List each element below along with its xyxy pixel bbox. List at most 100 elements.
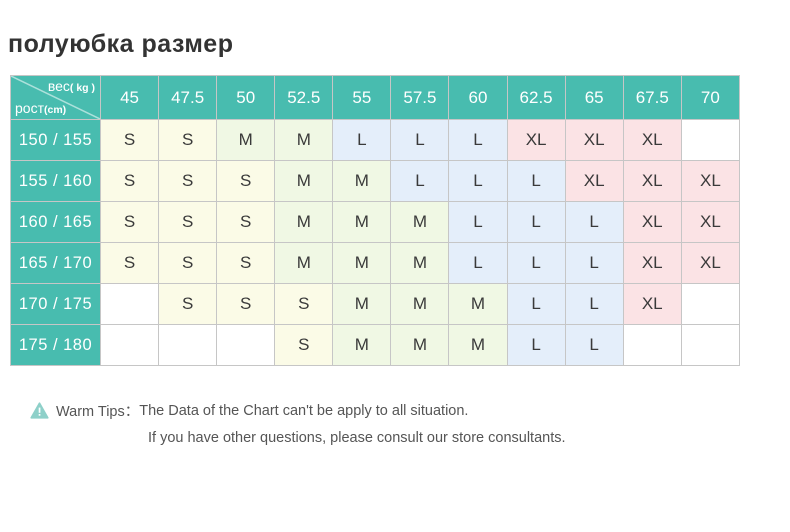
size-cell-empty (99, 324, 160, 366)
page-title: полуюбка размер (8, 30, 234, 58)
size-cell-xl: XL (506, 119, 566, 161)
size-cell-m: M (274, 119, 334, 161)
size-cell-xl: XL (680, 242, 741, 284)
warning-triangle-icon (30, 402, 49, 419)
size-cell-m: M (274, 160, 334, 202)
warm-tips: Warm Tips： The Data of the Chart can't b… (30, 400, 566, 446)
size-cell-xl: XL (622, 242, 682, 284)
size-cell-s: S (158, 283, 218, 325)
size-cell-l: L (332, 119, 392, 161)
weight-col-header: 55 (332, 75, 392, 120)
table-row: 170 / 175 S S S M M M L L XL (10, 283, 741, 325)
size-cell-s: S (216, 201, 276, 243)
size-cell-l: L (448, 160, 508, 202)
size-cell-xl: XL (622, 160, 682, 202)
size-cell-s: S (99, 201, 160, 243)
size-cell-m: M (332, 201, 392, 243)
size-cell-empty (622, 324, 682, 366)
size-cell-s: S (216, 242, 276, 284)
size-cell-empty (680, 324, 741, 366)
size-cell-l: L (564, 201, 624, 243)
weight-col-header: 47.5 (158, 75, 218, 120)
size-cell-s: S (99, 242, 160, 284)
size-cell-s: S (99, 160, 160, 202)
size-cell-l: L (390, 160, 450, 202)
size-cell-s: S (158, 160, 218, 202)
size-cell-s: S (274, 324, 334, 366)
weight-col-header: 65 (564, 75, 624, 120)
size-cell-xl: XL (622, 201, 682, 243)
size-cell-m: M (332, 242, 392, 284)
size-cell-m: M (274, 201, 334, 243)
weight-axis-label: вес( kg ) (47, 78, 95, 94)
weight-col-header: 60 (448, 75, 508, 120)
size-cell-xl: XL (680, 201, 741, 243)
size-cell-s: S (158, 201, 218, 243)
size-cell-l: L (564, 324, 624, 366)
size-cell-s: S (99, 119, 160, 161)
size-cell-empty (99, 283, 160, 325)
warm-tips-text-1: The Data of the Chart can't be apply to … (139, 402, 469, 419)
diagonal-divider (11, 76, 100, 119)
size-cell-xl: XL (622, 283, 682, 325)
size-cell-xl: XL (564, 119, 624, 161)
weight-col-header: 50 (216, 75, 276, 120)
weight-col-header: 52.5 (274, 75, 334, 120)
size-cell-l: L (448, 242, 508, 284)
header-row: вес( kg ) рост(cm) 45 47.5 50 52.5 55 57.5 60 6… (10, 75, 741, 120)
size-cell-l: L (506, 324, 566, 366)
height-row-label: 175 / 180 (10, 324, 101, 366)
size-cell-l: L (390, 119, 450, 161)
size-cell-l: L (506, 201, 566, 243)
size-cell-s: S (158, 119, 218, 161)
size-cell-m: M (448, 324, 508, 366)
size-cell-l: L (448, 201, 508, 243)
size-cell-xl: XL (680, 160, 741, 202)
height-row-label: 160 / 165 (10, 201, 101, 243)
size-cell-l: L (564, 283, 624, 325)
table-row: 150 / 155 S S M M L L L XL XL XL (10, 119, 741, 161)
warm-tips-prefix: Warm Tips： (56, 404, 140, 420)
size-cell-m: M (390, 242, 450, 284)
size-cell-s: S (216, 283, 276, 325)
warm-tips-line1: Warm Tips： The Data of the Chart can't b… (30, 400, 566, 421)
table-row: 160 / 165 S S S M M M L L L XL XL (10, 201, 741, 243)
weight-col-header: 45 (99, 75, 160, 120)
weight-col-header: 62.5 (506, 75, 566, 120)
size-cell-m: M (390, 324, 450, 366)
size-table: вес( kg ) рост(cm) 45 47.5 50 52.5 55 57.5 60 6… (10, 75, 741, 366)
table-row: 165 / 170 S S S M M M L L L XL XL (10, 242, 741, 284)
size-cell-empty (680, 283, 741, 325)
size-cell-s: S (216, 160, 276, 202)
height-row-label: 165 / 170 (10, 242, 101, 284)
size-cell-m: M (216, 119, 276, 161)
size-cell-s: S (274, 283, 334, 325)
size-cell-l: L (506, 242, 566, 284)
size-cell-l: L (506, 160, 566, 202)
size-cell-l: L (448, 119, 508, 161)
size-cell-m: M (332, 283, 392, 325)
size-cell-m: M (332, 160, 392, 202)
height-row-label: 170 / 175 (10, 283, 101, 325)
table-row: 155 / 160 S S S M M L L L XL XL XL (10, 160, 741, 202)
size-cell-xl: XL (564, 160, 624, 202)
size-cell-empty (216, 324, 276, 366)
size-cell-empty (158, 324, 218, 366)
size-cell-l: L (506, 283, 566, 325)
size-cell-m: M (390, 283, 450, 325)
table-row: 175 / 180 S M M M L L (10, 324, 741, 366)
size-cell-s: S (158, 242, 218, 284)
size-cell-m: M (390, 201, 450, 243)
size-cell-m: M (332, 324, 392, 366)
size-cell-m: M (448, 283, 508, 325)
size-cell-m: M (274, 242, 334, 284)
height-row-label: 155 / 160 (10, 160, 101, 202)
size-cell-l: L (564, 242, 624, 284)
height-axis-label: рост(cm) (15, 100, 67, 116)
size-cell-xl: XL (622, 119, 682, 161)
size-cell-empty (680, 119, 741, 161)
weight-col-header: 67.5 (622, 75, 682, 120)
height-row-label: 150 / 155 (10, 119, 101, 161)
weight-col-header: 70 (680, 75, 741, 120)
warm-tips-line2: If you have other questions, please cons… (148, 430, 566, 446)
